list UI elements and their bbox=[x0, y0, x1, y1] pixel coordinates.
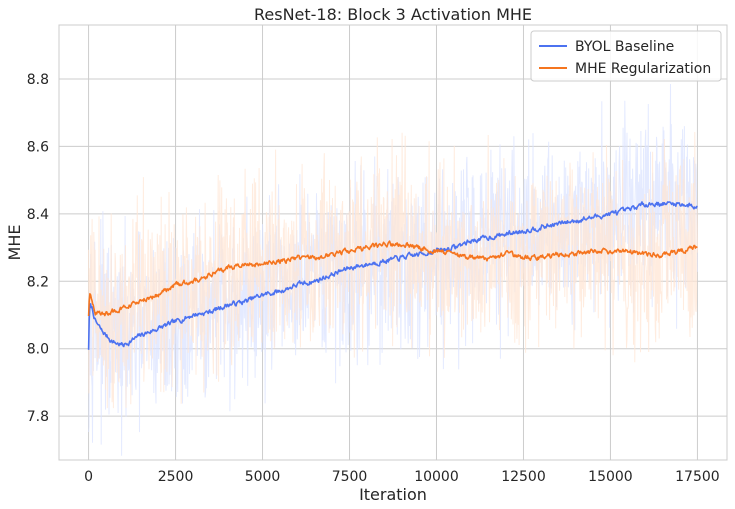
y-axis-label: MHE bbox=[5, 225, 24, 261]
x-tick-label: 12500 bbox=[501, 469, 546, 485]
raw-line-byol-baseline bbox=[88, 83, 698, 456]
raw-line-mhe-regularization bbox=[88, 131, 698, 409]
y-tick-label: 8.2 bbox=[27, 274, 49, 290]
legend-label-byol-baseline: BYOL Baseline bbox=[575, 39, 674, 55]
x-tick-label: 5000 bbox=[245, 469, 281, 485]
legend-box bbox=[530, 30, 722, 82]
y-tick-label: 8.0 bbox=[27, 342, 49, 358]
legend: BYOL Baseline MHE Regularization bbox=[530, 30, 722, 82]
tick-labels: 0 2500 5000 7500 10000 12500 15000 17500 7.8 8.0 8… bbox=[27, 72, 720, 485]
x-tick-label: 10000 bbox=[414, 469, 459, 485]
y-tick-label: 8.4 bbox=[27, 207, 49, 223]
y-tick-label: 7.8 bbox=[27, 409, 49, 425]
y-tick-label: 8.8 bbox=[27, 72, 49, 88]
x-tick-label: 15000 bbox=[588, 469, 633, 485]
x-tick-label: 7500 bbox=[332, 469, 368, 485]
x-axis-label: Iteration bbox=[359, 485, 427, 504]
x-tick-label: 17500 bbox=[675, 469, 720, 485]
y-tick-label: 8.6 bbox=[27, 139, 49, 155]
raw-series-layer bbox=[88, 83, 698, 456]
series-line-byol-baseline bbox=[87, 201, 698, 350]
x-tick-label: 0 bbox=[84, 469, 93, 485]
legend-label-mhe-regularization: MHE Regularization bbox=[575, 61, 711, 77]
x-tick-label: 2500 bbox=[158, 469, 194, 485]
smoothed-series-layer bbox=[87, 201, 698, 350]
chart-title: ResNet-18: Block 3 Activation MHE bbox=[254, 5, 532, 24]
series-line-mhe-regularization bbox=[87, 240, 698, 317]
